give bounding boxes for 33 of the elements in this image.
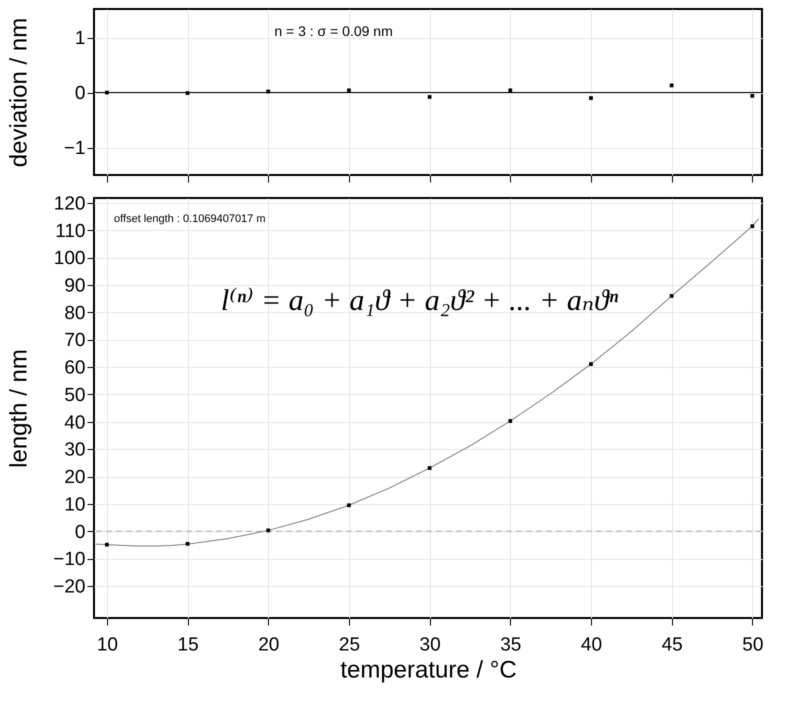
x-tick-label: 40: [580, 634, 602, 656]
y-tick-label: 10: [64, 494, 86, 516]
y-tick-label: 0: [74, 83, 86, 104]
y-tick-label: 40: [64, 412, 86, 434]
x-tick-label: 15: [178, 634, 199, 656]
y-axis-title: length / nm: [6, 349, 32, 468]
y-tick-label: 0: [74, 522, 86, 543]
y-tick-label: −1: [64, 138, 86, 160]
y-tick-label: 60: [64, 358, 86, 379]
y-tick-label: 120: [54, 193, 86, 214]
x-tick-label: 50: [742, 634, 764, 656]
y-tick-label: 1: [74, 28, 86, 50]
annotation: n = 3 : σ = 0.09 nm: [274, 23, 393, 40]
y-tick-label: 110: [55, 220, 86, 242]
y-tick-label: −20: [53, 576, 86, 598]
x-tick-label: 30: [420, 634, 441, 656]
y-tick-label: 20: [64, 467, 86, 488]
y-tick-label: 50: [64, 384, 86, 406]
y-tick-label: 70: [64, 330, 86, 352]
y-tick-label: 100: [54, 248, 86, 270]
annotation: offset length : 0.1069407017 m: [114, 213, 266, 225]
y-axis-title: deviation / nm: [6, 18, 32, 168]
x-tick-label: 35: [500, 634, 522, 656]
x-tick-label: 20: [258, 634, 280, 656]
y-tick-label: 30: [64, 440, 86, 461]
y-tick-label: 90: [64, 276, 86, 297]
annotation: l⁽ⁿ⁾ = a₀ + a₁ϑ + a₂ϑ² + ... + aₙϑⁿ: [220, 284, 619, 317]
x-tick-label: 25: [338, 634, 360, 656]
y-tick-label: −10: [53, 549, 86, 570]
x-axis-title: temperature / °C: [340, 656, 517, 684]
x-tick-label: 45: [662, 634, 683, 656]
x-tick-label: 10: [96, 634, 118, 656]
y-tick-label: 80: [64, 302, 86, 324]
